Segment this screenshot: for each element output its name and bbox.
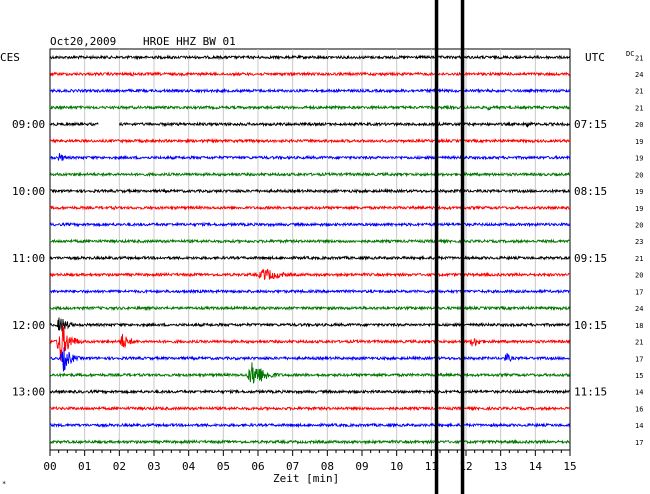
trace-15 [49, 305, 571, 312]
x-tick-label-15: 15 [563, 460, 576, 473]
seismic-traces [49, 54, 571, 445]
trace-13 [49, 268, 571, 280]
x-tick-label-06: 06 [251, 460, 264, 473]
trace-0 [49, 54, 571, 61]
trace-4 [49, 120, 571, 128]
axis-labels: 00 01 02 03 04 05 06 07 08 09 10 11 12 13 14 15 09:00 10:… [12, 54, 643, 473]
dc-value-18: 17 [635, 355, 643, 363]
plot-grid [49, 48, 571, 456]
right-time-label: 07:15 [574, 118, 607, 131]
x-tick-label-01: 01 [78, 460, 91, 473]
left-time-label: 10:00 [12, 185, 45, 198]
left-time-label: 11:00 [12, 252, 45, 265]
right-time-label: 09:15 [574, 252, 607, 265]
dc-value-2: 21 [635, 88, 643, 96]
trace-12 [49, 254, 571, 261]
dc-value-3: 21 [635, 104, 643, 112]
dc-value-23: 17 [635, 439, 643, 447]
right-time-label: 08:15 [574, 185, 607, 198]
trace-14 [49, 288, 571, 295]
trace-3 [49, 104, 571, 111]
trace-19 [49, 362, 571, 384]
trace-18 [49, 347, 571, 372]
right-time-label: 11:15 [574, 386, 607, 399]
x-tick-label-12: 12 [459, 460, 472, 473]
trace-17 [49, 325, 571, 361]
x-tick-label-08: 08 [321, 460, 334, 473]
dc-value-8: 19 [635, 188, 643, 196]
dc-value-20: 14 [635, 389, 643, 397]
trace-11 [49, 238, 571, 245]
right-header: UTC [585, 51, 605, 64]
dc-value-19: 15 [635, 372, 643, 380]
trace-7 [50, 171, 571, 178]
trace-5 [49, 137, 571, 144]
trace-9 [49, 204, 571, 211]
footer-mark: * [2, 480, 6, 488]
dc-value-13: 20 [635, 272, 643, 280]
dc-value-9: 19 [635, 205, 643, 213]
dc-value-15: 24 [635, 305, 643, 313]
dc-value-1: 24 [635, 71, 643, 79]
x-tick-label-04: 04 [182, 460, 196, 473]
x-tick-label-13: 13 [494, 460, 507, 473]
x-tick-label-03: 03 [147, 460, 160, 473]
dc-value-4: 20 [635, 121, 643, 129]
trace-23 [49, 438, 571, 445]
dc-value-22: 14 [635, 422, 643, 430]
x-tick-label-11: 11 [425, 460, 438, 473]
x-tick-label-07: 07 [286, 460, 299, 473]
x-tick-label-09: 09 [355, 460, 368, 473]
x-tick-label-02: 02 [113, 460, 126, 473]
chart-subtitle: HROE HHZ BW 01 [143, 35, 236, 48]
x-tick-label-00: 00 [43, 460, 56, 473]
dc-value-10: 20 [635, 222, 643, 230]
x-tick-label-05: 05 [217, 460, 230, 473]
dc-value-5: 19 [635, 138, 643, 146]
chart-title: Oct20,2009 [50, 35, 116, 48]
vertical-markers [434, 0, 465, 494]
left-time-label: 09:00 [12, 118, 45, 131]
trace-20 [49, 388, 571, 395]
trace-21 [49, 405, 571, 412]
dc-header: DC [626, 50, 634, 58]
dc-value-7: 20 [635, 171, 643, 179]
dc-value-14: 17 [635, 288, 643, 296]
trace-8 [49, 188, 571, 195]
trace-10 [49, 221, 571, 228]
dc-value-17: 21 [635, 339, 643, 347]
right-time-label: 10:15 [574, 319, 607, 332]
x-tick-label-10: 10 [390, 460, 403, 473]
dc-value-16: 18 [635, 322, 643, 330]
trace-1 [49, 71, 571, 78]
left-time-label: 13:00 [12, 386, 45, 399]
trace-2 [49, 87, 570, 94]
dc-value-11: 23 [635, 238, 643, 246]
trace-6 [49, 153, 571, 161]
left-time-label: 12:00 [12, 319, 45, 332]
dc-value-0: 21 [635, 54, 643, 62]
trace-22 [49, 422, 571, 429]
trace-16 [49, 317, 571, 332]
x-tick-label-14: 14 [529, 460, 543, 473]
left-header: CES [0, 51, 20, 64]
dc-value-6: 19 [635, 155, 643, 163]
x-axis-label: Zeit [min] [273, 472, 339, 485]
dc-value-21: 16 [635, 405, 643, 413]
dc-value-12: 21 [635, 255, 643, 263]
